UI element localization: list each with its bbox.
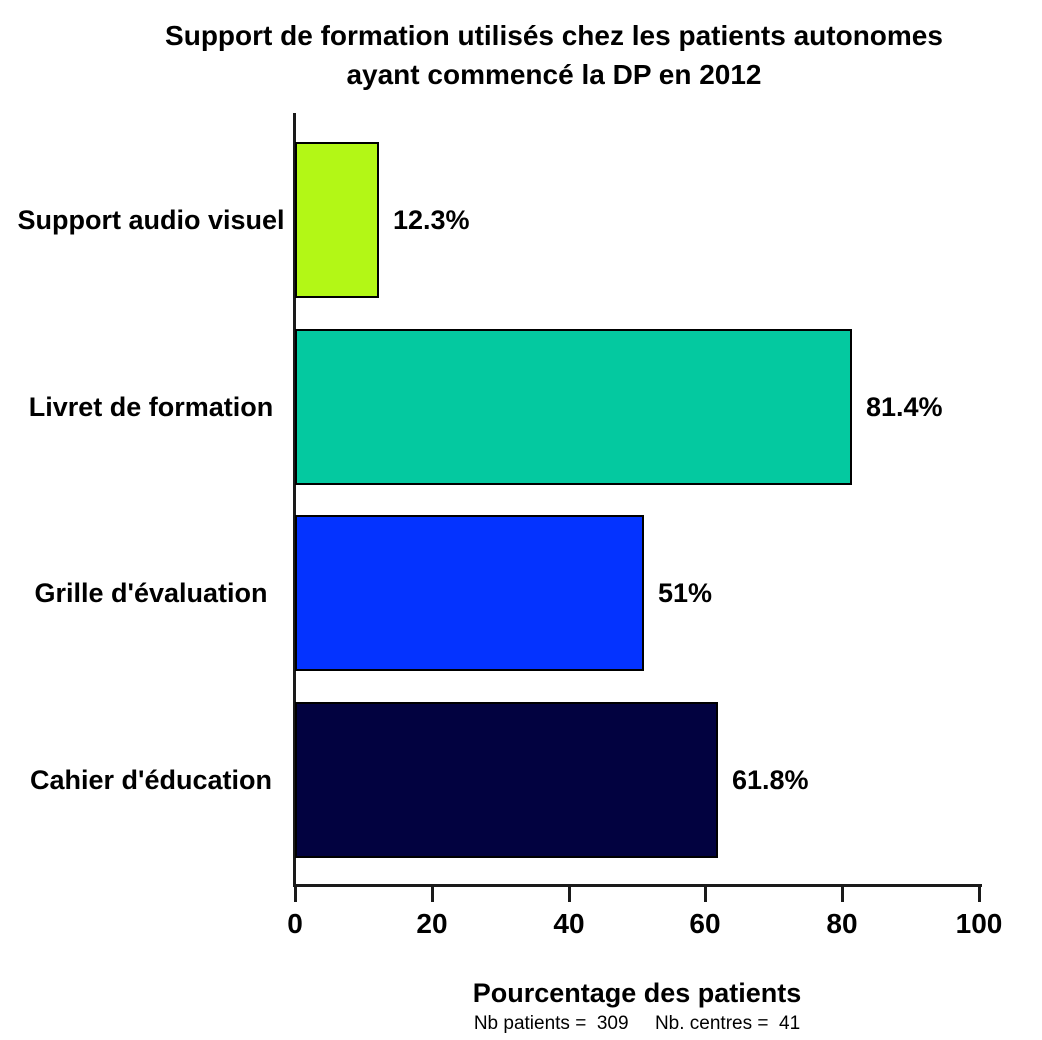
x-axis-label: Pourcentage des patients bbox=[472, 978, 802, 1008]
x-tick-mark bbox=[568, 885, 571, 902]
category-label: Cahier d'éducation bbox=[30, 764, 272, 795]
chart-title-line2: ayant commencé la DP en 2012 bbox=[346, 59, 762, 90]
bar-value-label: 12.3% bbox=[393, 204, 470, 235]
bar bbox=[295, 329, 852, 485]
bar-value-label: 61.8% bbox=[732, 764, 809, 795]
category-label: Support audio visuel bbox=[17, 204, 285, 235]
x-tick-mark bbox=[294, 885, 297, 902]
x-tick-label: 100 bbox=[955, 908, 1003, 939]
x-tick-mark bbox=[704, 885, 707, 902]
x-tick-mark bbox=[978, 885, 981, 902]
x-tick-label: 40 bbox=[553, 908, 585, 939]
x-tick-label: 60 bbox=[689, 908, 721, 939]
y-axis bbox=[293, 113, 296, 886]
bar-value-label: 81.4% bbox=[866, 391, 943, 422]
chart-title-line1: Support de formation utilisés chez les p… bbox=[165, 20, 943, 51]
category-label: Livret de formation bbox=[28, 391, 274, 422]
footnote: Nb patients = 309 Nb. centres = 41 bbox=[473, 1013, 801, 1034]
bar bbox=[295, 142, 379, 298]
category-label: Grille d'évaluation bbox=[34, 577, 268, 608]
chart-title: Support de formation utilisés chez les p… bbox=[66, 16, 1042, 94]
x-tick-label: 0 bbox=[287, 908, 303, 939]
bar bbox=[295, 702, 718, 858]
bar bbox=[295, 515, 644, 671]
bar-value-label: 51% bbox=[658, 577, 713, 608]
x-tick-label: 80 bbox=[826, 908, 858, 939]
x-tick-mark bbox=[431, 885, 434, 902]
x-tick-label: 20 bbox=[416, 908, 448, 939]
x-axis bbox=[293, 884, 982, 887]
x-tick-mark bbox=[841, 885, 844, 902]
